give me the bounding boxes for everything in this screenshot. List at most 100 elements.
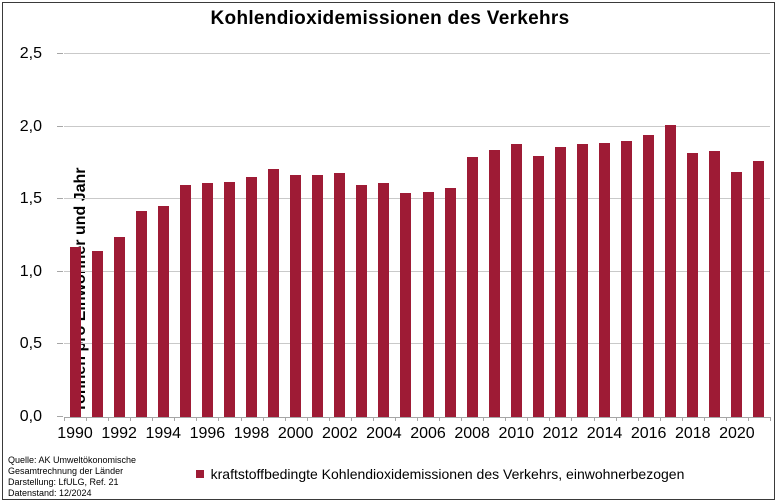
x-tick-24 [593,417,595,421]
x-tick-label-1990: 1990 [57,425,93,442]
bar-2017 [665,125,677,417]
x-tick-8 [240,417,242,421]
x-tick-7 [218,417,220,421]
bar-2003 [356,184,368,417]
y-tick-label-1,0: 1,0 [19,262,42,280]
bar-1994 [157,206,169,417]
source-line-3: Darstellung: LfULG, Ref. 21 [8,477,119,487]
x-tick-21 [527,417,529,421]
x-tick-label-2006: 2006 [410,425,446,442]
x-tick-5 [174,417,176,421]
bar-2000 [290,174,302,417]
bar-1999 [268,168,280,417]
y-tick-0,5 [57,343,63,345]
x-tick-26 [637,417,639,421]
x-tick-label-2004: 2004 [366,425,402,442]
bar-2006 [422,191,434,417]
y-tick-0,0 [57,416,63,417]
x-tick-label-2016: 2016 [630,425,667,442]
bar-2004 [378,183,390,417]
bar-1991 [91,251,103,417]
x-tick-25 [615,417,617,421]
bar-1997 [223,181,235,417]
chart-title: Kohlendioxidemissionen des Verkehrs [210,8,570,29]
bar-2012 [554,146,566,417]
x-tick-label-2008: 2008 [454,425,490,442]
source-line-4: Datenstand: 12/2024 [8,488,92,498]
x-tick-4 [152,417,154,421]
x-tick-12 [328,417,330,421]
x-tick-32 [770,417,771,421]
x-tick-13 [350,417,352,421]
x-tick-6 [196,417,198,421]
x-tick-19 [483,417,485,421]
x-tick-0 [64,417,65,421]
legend-label: kraftstoffbedingte Kohlendioxidemissione… [210,466,685,482]
x-tick-27 [659,417,661,421]
x-tick-23 [571,417,573,421]
x-tick-9 [262,417,264,421]
gridline-0,5 [64,343,770,345]
x-tick-label-2010: 2010 [498,425,535,442]
x-tick-10 [284,417,286,421]
x-tick-label-1994: 1994 [145,425,182,442]
x-tick-label-2012: 2012 [542,425,579,442]
x-tick-14 [372,417,374,421]
bar-2005 [400,193,412,417]
x-tick-16 [417,417,418,421]
x-tick-17 [439,417,441,421]
bar-2002 [334,173,346,417]
x-tick-label-2002: 2002 [321,425,358,442]
bar-2013 [576,144,588,417]
x-tick-31 [747,417,749,421]
bar-1992 [113,236,125,417]
y-tick-label-2,0: 2,0 [19,117,42,135]
x-tick-15 [394,417,396,421]
x-tick-11 [306,417,308,421]
source-line-2: Gesamtrechnung der Länder [8,466,124,476]
bar-1995 [179,184,191,417]
bar-2011 [532,155,544,417]
x-tick-1 [86,417,88,421]
y-tick-label-1,5: 1,5 [19,190,42,208]
bar-2008 [466,157,478,417]
source-line-1: Quelle: AK Umweltökonomische [8,455,137,465]
x-tick-label-1996: 1996 [189,425,226,442]
plot-area: Tonnen pro Einwohner und Jahr 0,00,51,01… [20,46,771,425]
bar-2021 [753,161,765,417]
y-tick-2,0 [57,125,63,127]
x-tick-22 [549,417,551,421]
bar-2019 [709,151,721,417]
y-tick-1,0 [57,270,63,272]
x-tick-label-2014: 2014 [586,425,623,442]
x-tick-3 [130,417,132,421]
y-tick-label-0,0: 0,0 [19,408,42,425]
x-tick-18 [461,417,463,421]
bar-2001 [312,174,324,417]
y-tick-label-2,5: 2,5 [19,45,42,62]
bar-2016 [643,135,655,417]
source-note: Quelle: AK Umweltökonomische Gesamtrechn… [8,455,136,499]
gridline-2,5 [64,53,770,54]
x-tick-2 [108,417,110,421]
x-tick-label-2018: 2018 [674,425,711,442]
bar-2018 [687,152,699,417]
bar-2007 [444,187,456,417]
y-tick-label-0,5: 0,5 [19,335,42,353]
bar-1990 [69,247,81,417]
x-tick-label-1998: 1998 [233,425,270,442]
bar-2010 [510,144,522,417]
gridline-2,0 [64,125,770,127]
x-tick-label-2000: 2000 [277,425,314,442]
bar-1998 [246,177,258,417]
gridline-1,0 [64,270,770,272]
x-tick-28 [681,417,683,421]
bar-2009 [488,149,500,417]
y-tick-1,5 [57,198,63,200]
x-tick-29 [703,417,705,421]
x-tick-label-1992: 1992 [101,425,137,442]
legend-marker-square [195,470,204,478]
bar-1996 [201,183,213,417]
legend: kraftstoffbedingte Kohlendioxidemissione… [110,464,770,484]
